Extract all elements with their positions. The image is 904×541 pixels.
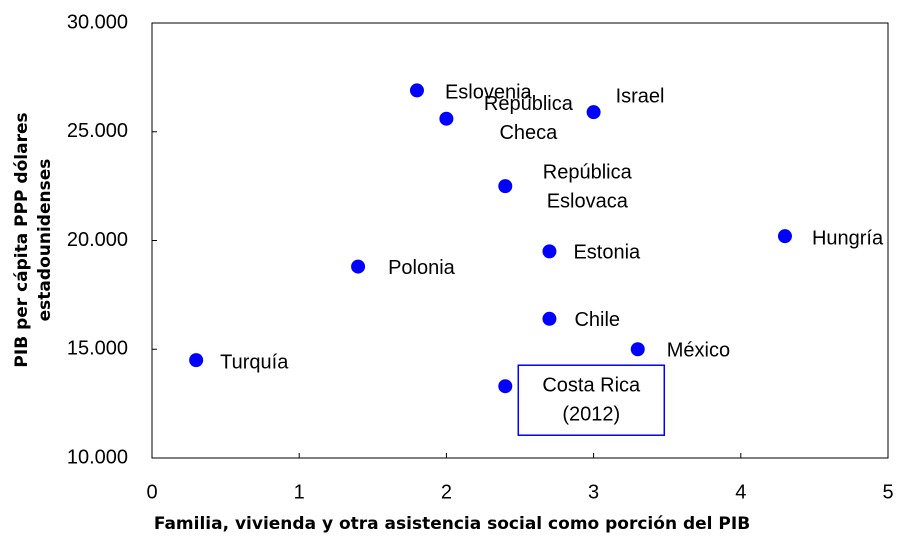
- point-label: Hungría: [812, 227, 884, 249]
- y-tick-label: 15.000: [67, 338, 128, 360]
- point-label: Polonia: [388, 257, 456, 279]
- point-label: Eslovenia: [445, 82, 533, 104]
- point-label: República: [543, 161, 633, 183]
- point-label: Eslovaca: [547, 190, 629, 212]
- point: [439, 111, 454, 126]
- point-label: Chile: [574, 309, 620, 331]
- point-label: Estonia: [573, 242, 641, 264]
- point-label: República: [484, 93, 574, 115]
- point: [189, 353, 204, 368]
- y-tick-label: 10.000: [67, 446, 128, 468]
- point: [351, 259, 366, 274]
- x-tick-label: 5: [882, 481, 893, 503]
- x-tick-label: 2: [441, 481, 452, 503]
- x-tick-label: 1: [294, 481, 305, 503]
- y-axis-label: estadounidenses: [35, 159, 55, 322]
- y-tick-label: 20.000: [67, 229, 128, 251]
- x-tick-label: 4: [735, 481, 746, 503]
- point-label: Checa: [499, 122, 558, 144]
- y-tick-label: 30.000: [67, 11, 128, 33]
- point: [777, 229, 792, 244]
- x-axis-label: Familia, vivienda y otra asistencia soci…: [154, 514, 750, 534]
- highlight-box: [517, 364, 666, 436]
- point: [586, 105, 601, 120]
- point: [630, 342, 645, 357]
- x-tick-label: 0: [146, 481, 157, 503]
- point-label: México: [667, 340, 730, 362]
- point-label: Israel: [616, 85, 665, 107]
- y-axis-label: PIB per cápita PPP dólares: [12, 112, 32, 367]
- x-tick-label: 3: [588, 481, 599, 503]
- point: [498, 179, 513, 194]
- point-label: (2012): [562, 404, 620, 426]
- y-tick-label: 25.000: [67, 120, 128, 142]
- point: [542, 311, 557, 326]
- point: [409, 83, 424, 98]
- point-label: Costa Rica: [542, 375, 641, 397]
- point-label: Turquía: [220, 351, 289, 373]
- point: [542, 244, 557, 259]
- point: [498, 379, 513, 394]
